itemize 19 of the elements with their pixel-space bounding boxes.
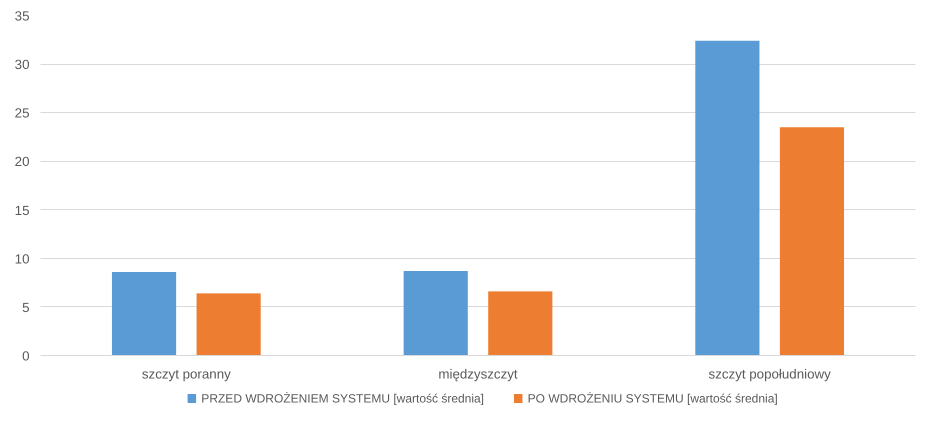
y-tick-label: 5 xyxy=(22,300,30,315)
bar xyxy=(196,293,261,356)
bar xyxy=(488,291,552,356)
y-tick-label: 10 xyxy=(14,251,30,266)
bar xyxy=(404,270,468,356)
y-tick-label: 15 xyxy=(14,202,30,218)
x-tick-label: szczyt poranny xyxy=(142,366,232,382)
legend-label: PRZED WDROŻENIEM SYSTEMU [wartość średnia] xyxy=(201,392,484,406)
y-tick-label: 30 xyxy=(14,57,30,72)
bar xyxy=(780,127,844,356)
legend-label: PO WDROŻENIU SYSTEMU [wartość średnia] xyxy=(528,392,778,406)
x-tick-label: międzyszczyt xyxy=(438,366,518,382)
y-tick-label: 20 xyxy=(14,154,30,170)
y-tick-label: 35 xyxy=(14,8,30,24)
bar xyxy=(695,40,760,356)
y-tick-label: 25 xyxy=(14,106,30,121)
bar xyxy=(112,272,176,356)
x-tick-label: szczyt popołudniowy xyxy=(708,366,832,382)
y-tick-label: 0 xyxy=(22,348,30,364)
